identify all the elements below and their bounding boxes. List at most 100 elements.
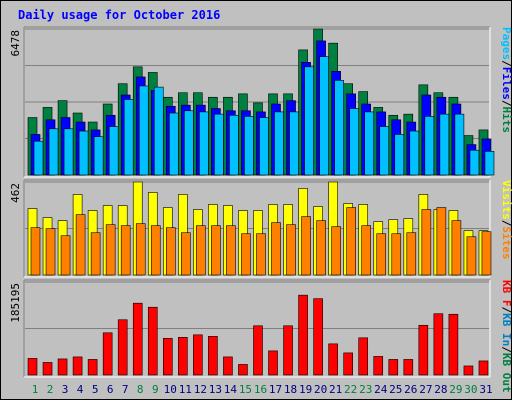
bar-kb-f-day-19 [298,294,308,376]
bar-kb-f-day-11 [178,337,188,376]
day-label-2: 2 [47,383,54,396]
bar-kb-f-day-28 [433,313,444,376]
bar-kb-f-day-25 [388,359,399,376]
bar-pages-day-28 [439,113,450,176]
day-label-26: 26 [404,383,417,396]
bar-kb-f-day-1 [27,358,38,376]
bar-pages-day-15 [244,116,254,176]
bar-pages-day-10 [168,112,179,176]
bar-sites-day-30 [466,236,477,276]
bar-kb-f-day-17 [268,350,278,376]
day-label-30: 30 [464,383,477,396]
bar-kb-f-day-5 [87,359,98,376]
day-label-17: 17 [269,383,282,396]
panel-traffic-max-label: 185195 [9,283,22,323]
bar-sites-day-13 [211,225,221,276]
bar-pages-day-6 [108,126,119,176]
bar-sites-day-16 [256,233,266,276]
bar-pages-day-22 [349,108,359,176]
bar-sites-day-27 [421,209,432,276]
panel-requests-max-label: 6478 [9,30,22,57]
day-label-3: 3 [62,383,69,396]
bar-kb-f-day-22 [343,352,353,376]
bar-pages-day-25 [394,134,405,176]
panel-requests: 6478 Pages/Files/Hits [9,26,512,178]
legend-entry: Sites [500,226,512,259]
legend-entry: KB F [500,280,512,307]
day-label-29: 29 [449,383,462,396]
bar-sites-day-25 [391,233,402,276]
bar-sites-day-23 [361,225,372,276]
bar-kb-f-day-15 [238,364,248,376]
bar-sites-day-8 [135,223,146,276]
bar-pages-day-23 [364,111,375,176]
bar-sites-day-18 [286,224,296,276]
bar-pages-day-20 [319,56,329,176]
bar-kb-f-day-23 [358,337,369,376]
bar-sites-day-9 [150,225,161,276]
bar-pages-day-14 [229,114,239,176]
bar-pages-day-11 [184,110,194,176]
bar-pages-day-9 [153,86,164,176]
bar-sites-day-4 [75,214,86,276]
legend-entry: / [500,220,512,227]
legend-entry: / [500,307,512,314]
bar-pages-day-12 [199,111,209,176]
bar-kb-f-day-13 [208,336,218,376]
day-label-13: 13 [209,383,222,396]
day-label-4: 4 [77,383,84,396]
bar-sites-day-14 [226,225,236,276]
day-label-8: 8 [137,383,144,396]
bar-pages-day-13 [214,113,224,176]
panel-visitors-legend: Visits/Sites [500,180,512,260]
legend-entry: Files [500,67,512,100]
legend-entry: Visits [500,180,512,220]
bar-sites-day-6 [105,224,116,276]
day-label-27: 27 [419,383,432,396]
legend-entry: KB Out [500,353,512,393]
bar-sites-day-2 [45,228,56,276]
day-label-9: 9 [152,383,159,396]
day-label-14: 14 [224,383,238,396]
bar-kb-f-day-20 [313,298,323,376]
day-label-25: 25 [389,383,402,396]
legend-entry: KB In [500,313,512,346]
bar-pages-day-27 [424,116,435,176]
bar-kb-f-day-6 [102,332,113,376]
bar-pages-day-30 [469,149,480,176]
bar-sites-day-17 [271,222,281,276]
bar-pages-day-18 [289,111,299,176]
day-label-28: 28 [434,383,447,396]
day-label-6: 6 [107,383,114,396]
day-label-22: 22 [344,383,357,396]
bar-sites-day-12 [196,225,206,276]
bar-pages-day-5 [93,136,104,176]
bar-kb-f-day-12 [193,334,203,376]
bar-kb-f-day-27 [418,324,429,376]
bar-pages-day-16 [259,117,269,176]
bar-sites-day-28 [436,207,447,276]
bar-pages-day-7 [123,99,134,176]
bar-pages-day-26 [409,130,420,176]
bar-sites-day-1 [30,227,41,276]
bar-kb-f-day-14 [223,356,233,376]
bar-pages-day-4 [78,130,89,176]
day-label-18: 18 [284,383,297,396]
bar-sites-day-20 [316,220,326,276]
day-label-20: 20 [314,383,327,396]
bar-kb-f-day-10 [162,338,173,376]
bar-sites-day-10 [165,227,176,276]
panel-traffic: 185195 KB F/KB In/KB Out [9,279,512,393]
day-label-24: 24 [374,383,388,396]
day-label-19: 19 [299,383,312,396]
bar-pages-day-21 [334,80,344,176]
bar-kb-f-day-24 [373,356,384,376]
bar-sites-day-5 [90,232,101,276]
legend-entry: / [500,346,512,353]
bar-pages-day-29 [454,113,465,176]
legend-entry: / [500,60,512,67]
bar-kb-f-day-2 [42,362,53,376]
bar-kb-f-day-3 [57,358,68,376]
bar-sites-day-15 [241,233,251,276]
